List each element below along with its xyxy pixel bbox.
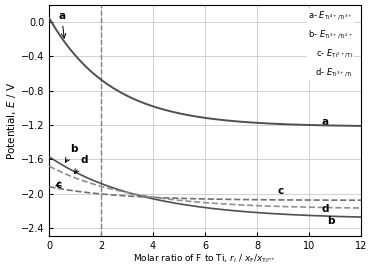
Text: b: b (65, 144, 77, 162)
Text: b: b (327, 216, 335, 226)
Text: d: d (322, 204, 330, 214)
Text: a: a (322, 117, 329, 127)
Text: c: c (278, 185, 284, 195)
X-axis label: Molar ratio of F to Ti, $r_i$ / $x_{\rm F}$/$x_{{\rm Ti}^{n+}}$: Molar ratio of F to Ti, $r_i$ / $x_{\rm … (134, 253, 276, 265)
Text: d: d (74, 155, 88, 174)
Text: a- $E_{\mathrm{Ti}^{4+}/\mathrm{Ti}^{3+}}$
b- $E_{\mathrm{Ti}^{3+}/\mathrm{Ti}^{: a- $E_{\mathrm{Ti}^{4+}/\mathrm{Ti}^{3+}… (308, 9, 353, 79)
Text: c: c (55, 180, 62, 190)
Text: a: a (58, 11, 66, 38)
Y-axis label: Potential, $E$ / V: Potential, $E$ / V (5, 82, 18, 160)
